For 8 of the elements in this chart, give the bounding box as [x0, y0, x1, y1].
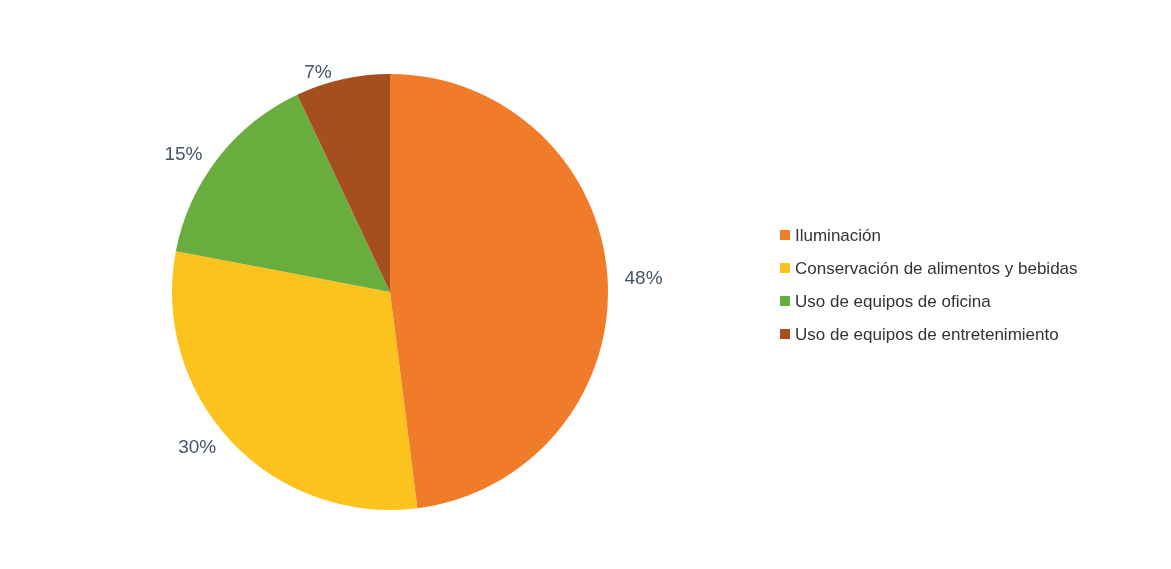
legend-label: Uso de equipos de entretenimiento	[795, 324, 1059, 344]
legend-label: Conservación de alimentos y bebidas	[795, 258, 1078, 278]
data-label: 15%	[164, 142, 203, 164]
data-label: 7%	[304, 60, 332, 82]
legend-label: Uso de equipos de oficina	[795, 291, 992, 311]
data-label: 30%	[178, 436, 217, 458]
legend-label: Iluminación	[795, 225, 881, 245]
data-label: 48%	[624, 267, 663, 289]
